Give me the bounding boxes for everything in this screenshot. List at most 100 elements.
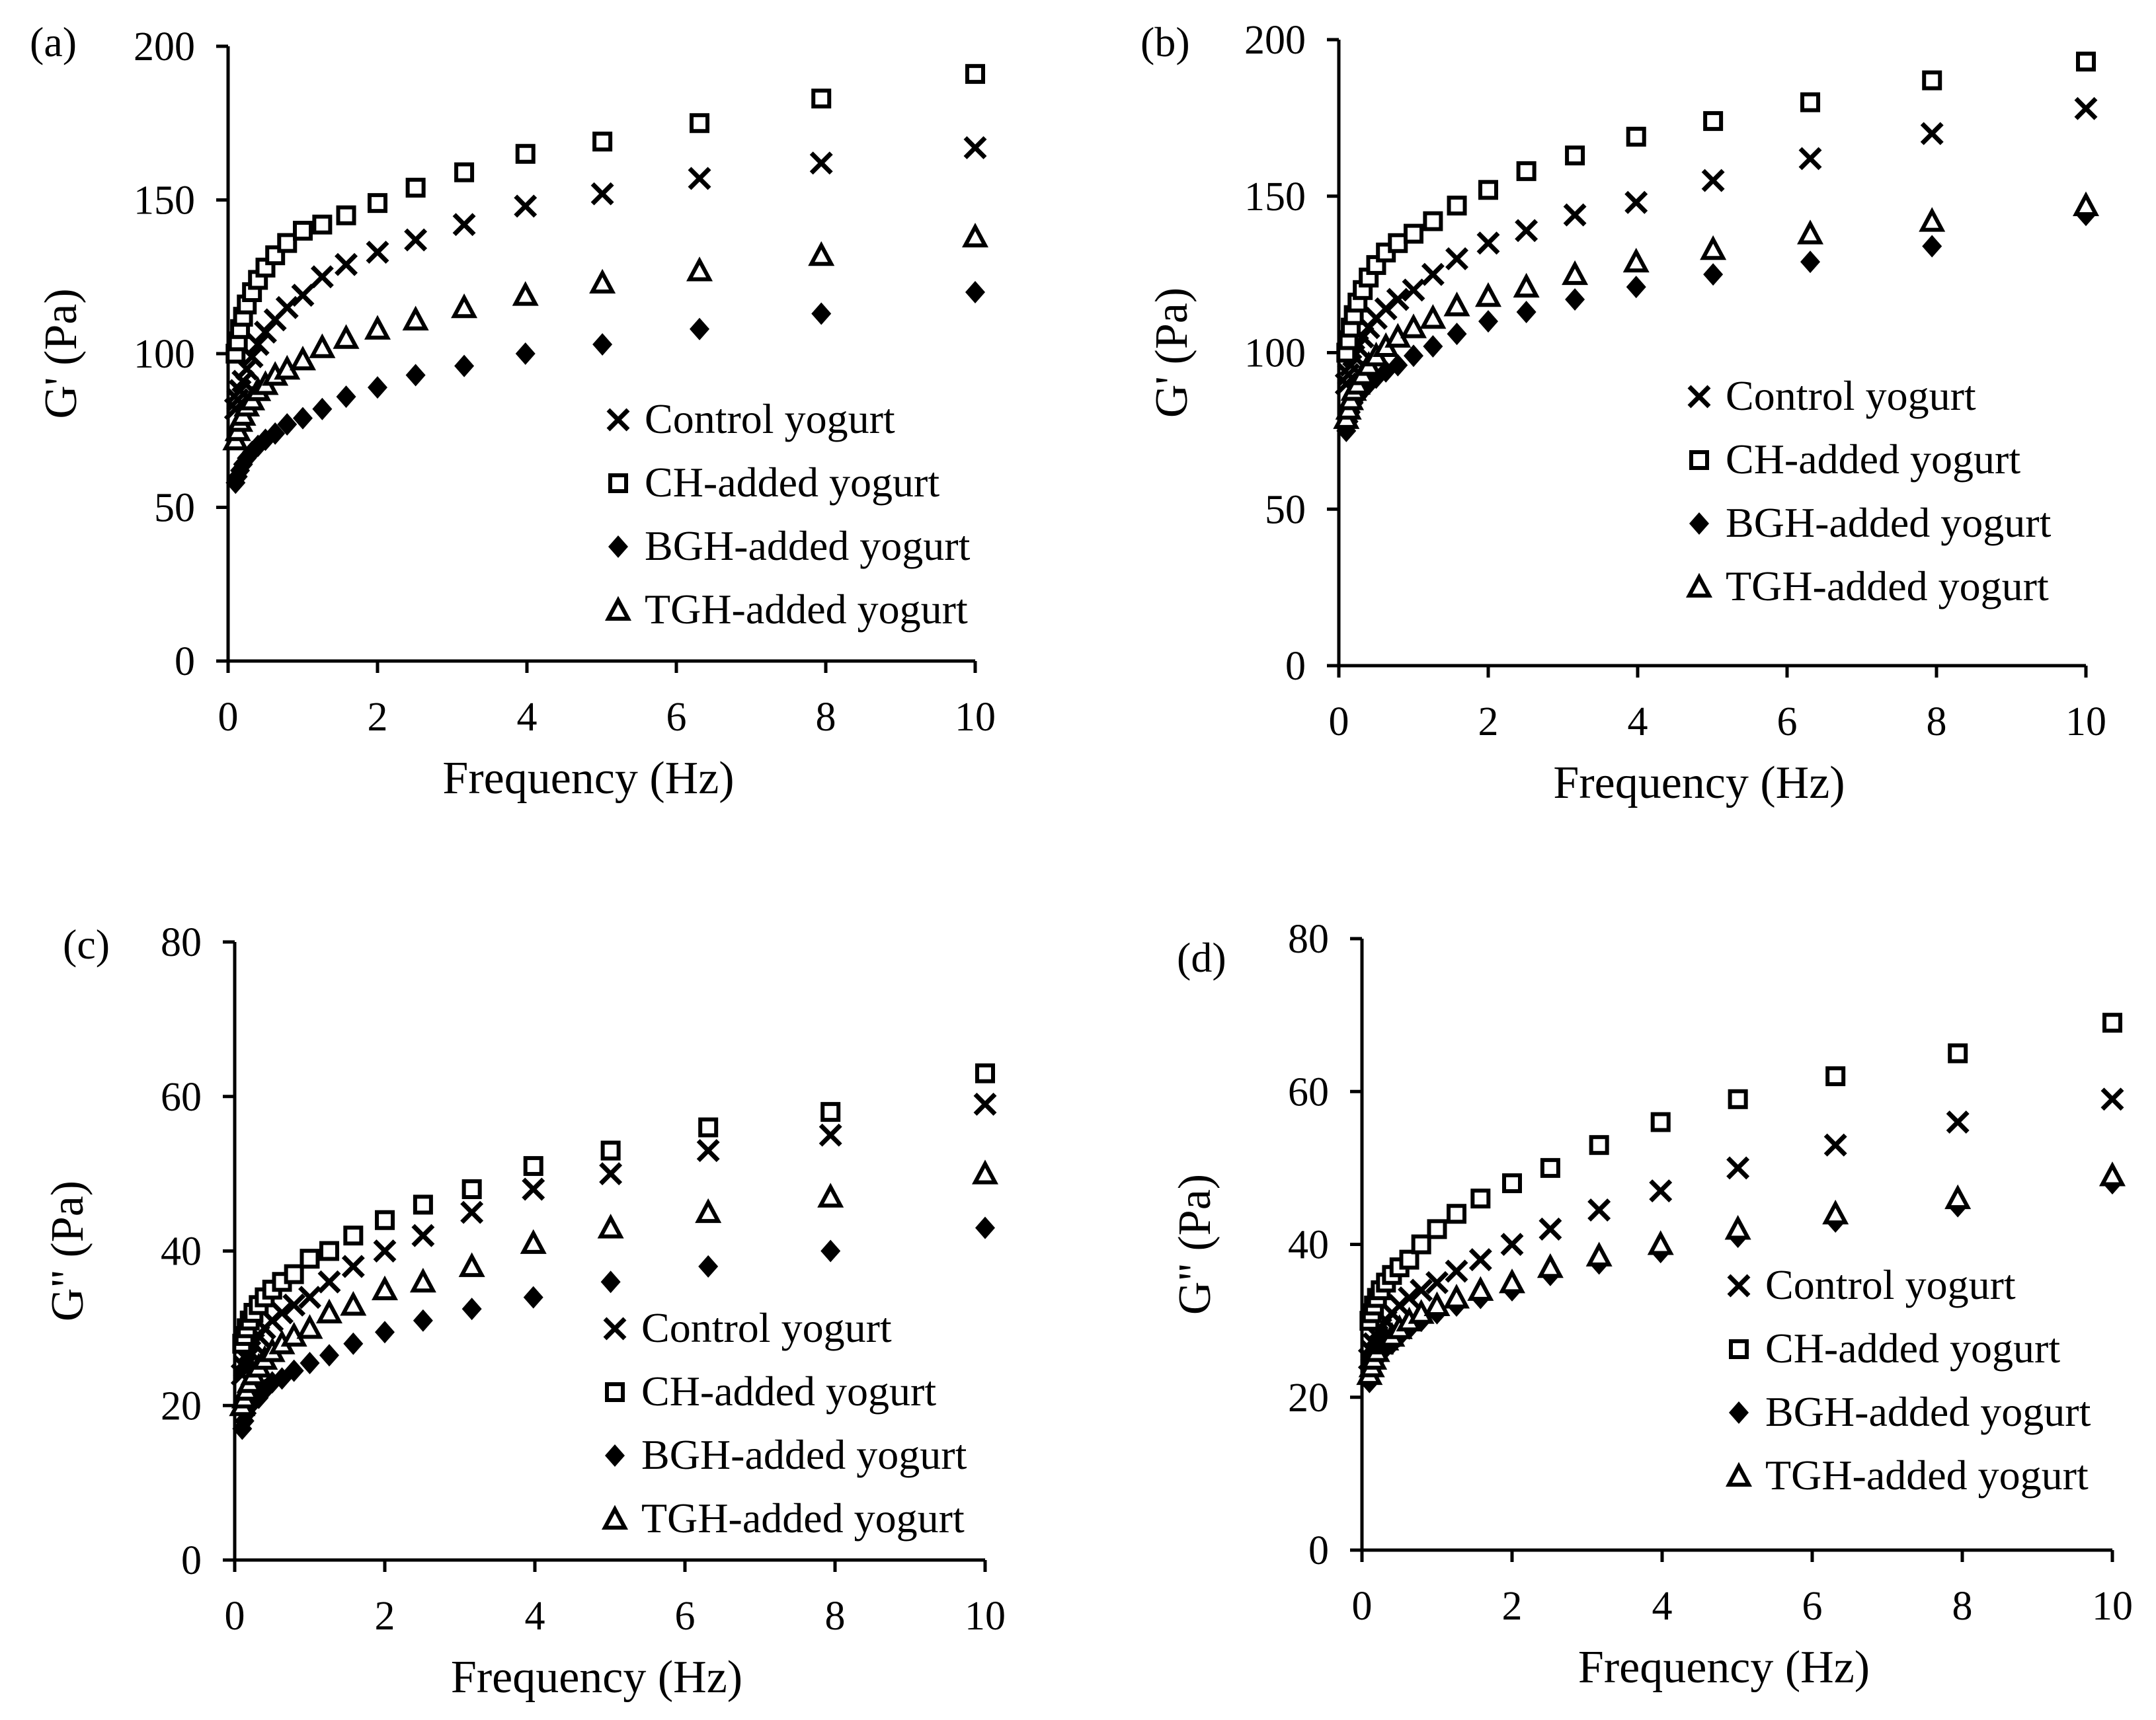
data-point (522, 1177, 545, 1201)
y-axis-title: G' (Pa) (36, 288, 87, 418)
data-point (366, 241, 389, 264)
data-point (270, 1301, 294, 1325)
data-point (590, 182, 614, 206)
x-tick-label: 2 (375, 1594, 395, 1639)
data-point (1585, 1241, 1613, 1267)
x-tick-label: 2 (368, 695, 388, 740)
y-tick-label: 0 (1285, 644, 1306, 689)
data-point (364, 315, 391, 340)
data-point (1502, 1173, 1522, 1193)
x-tick-label: 6 (675, 1594, 696, 1639)
x-tick-label: 0 (1329, 699, 1349, 744)
y-tick-label: 60 (161, 1075, 202, 1120)
data-point (1423, 211, 1443, 231)
legend-label: BGH-added yogurt (645, 522, 971, 569)
legend: Control yogurt CH-added yogurt BGH-added y… (1685, 372, 2052, 609)
data-point (820, 1102, 841, 1122)
data-point (309, 333, 336, 358)
data-point (688, 167, 711, 190)
data-point (1822, 1199, 1849, 1225)
data-point (1622, 247, 1650, 273)
data-point (1589, 1135, 1609, 1155)
data-point (686, 256, 713, 282)
y-tick-label: 100 (1244, 331, 1306, 376)
data-point (1447, 195, 1467, 215)
data-point (1447, 323, 1467, 346)
series-square (232, 1063, 995, 1354)
x-tick-label: 4 (517, 695, 538, 740)
data-point (1649, 1179, 1673, 1203)
data-point (1701, 169, 1725, 192)
y-tick-label: 150 (134, 178, 195, 223)
data-point (2076, 52, 2096, 72)
data-point (1402, 278, 1425, 302)
data-point (1919, 207, 1946, 232)
y-tick-label: 50 (1265, 487, 1306, 532)
data-point (1728, 1089, 1748, 1109)
data-point (698, 1255, 719, 1278)
y-tick-label: 200 (134, 24, 195, 69)
legend-marker-square (605, 1382, 625, 1402)
data-point (1626, 276, 1646, 299)
x-tick-label: 10 (955, 695, 996, 740)
data-point (515, 342, 536, 365)
legend: Control yogurt CH-added yogurt BGH-added y… (601, 1304, 967, 1542)
data-point (405, 364, 426, 387)
data-point (1946, 1111, 1970, 1134)
y-tick-label: 80 (1288, 917, 1329, 962)
data-point (451, 293, 478, 319)
legend-label: TGH-added yogurt (641, 1495, 965, 1542)
data-point (1650, 1112, 1671, 1132)
series-diamond (1336, 204, 2096, 442)
chart-panel-1: (b) 0 50 100 150 200 0 2 4 6 8 10 Frequency (Hz) G' (… (1140, 18, 2106, 808)
data-point (1703, 111, 1724, 132)
data-point (461, 1179, 482, 1199)
x-tick-label: 8 (1927, 699, 1947, 744)
data-point (411, 1224, 435, 1247)
data-point (1468, 1248, 1492, 1272)
data-point (336, 205, 356, 225)
data-point (1410, 1278, 1433, 1302)
data-point (1700, 235, 1727, 260)
data-point (371, 1275, 399, 1300)
data-point (1388, 354, 1408, 377)
data-point (341, 1255, 365, 1278)
legend-label: BGH-added yogurt (1765, 1388, 2091, 1435)
data-point (1563, 203, 1587, 227)
data-point (343, 1332, 364, 1355)
data-point (600, 1140, 621, 1161)
data-point (293, 407, 313, 430)
data-point (1427, 1219, 1447, 1239)
y-tick-label: 0 (181, 1538, 202, 1583)
data-point (592, 132, 613, 152)
data-point (368, 376, 387, 399)
legend-label: Control yogurt (1726, 372, 1976, 419)
data-point (523, 1155, 543, 1176)
data-point (312, 397, 333, 420)
data-point (1419, 304, 1447, 329)
x-axis-title: Frequency (Hz) (1578, 1642, 1870, 1693)
y-tick-label: 200 (1244, 18, 1306, 63)
data-point (589, 268, 616, 294)
x-tick-label: 0 (225, 1594, 245, 1639)
y-tick-label: 20 (1288, 1376, 1329, 1421)
data-point (973, 1092, 997, 1116)
data-point (971, 1159, 999, 1185)
data-point (1399, 1249, 1419, 1270)
legend-marker-triangle (604, 596, 632, 621)
data-point (1386, 288, 1410, 311)
data-point (282, 1293, 306, 1317)
data-point (1516, 161, 1537, 181)
data-point (413, 1309, 433, 1332)
data-point (975, 1216, 995, 1239)
series-triangle (1333, 191, 2100, 429)
data-point (963, 136, 987, 159)
data-point (1447, 1204, 1467, 1224)
data-point (809, 151, 833, 175)
data-point (1467, 1276, 1494, 1301)
y-tick-label: 60 (1288, 1070, 1329, 1114)
data-point (1537, 1253, 1564, 1278)
data-point (1423, 1291, 1451, 1316)
chart-panel-3: (d) 0 20 40 60 80 0 2 4 6 8 10 Frequency (Hz) G" (Pa)… (1170, 917, 2133, 1693)
legend-label: CH-added yogurt (1726, 436, 2020, 483)
